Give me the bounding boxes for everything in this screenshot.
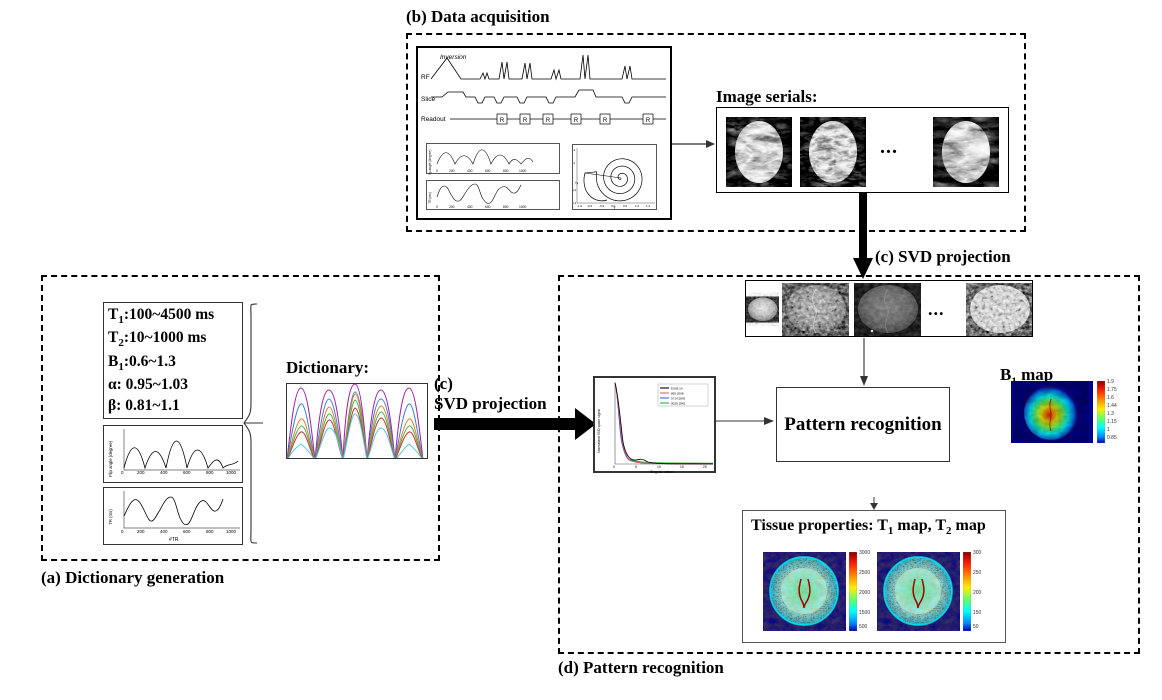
svg-text:600: 600 — [485, 205, 491, 209]
svg-text:0: 0 — [436, 205, 438, 209]
svg-text:0.4: 0.4 — [573, 148, 576, 152]
svg-text:1000: 1000 — [519, 169, 527, 173]
svg-text:-0.4: -0.4 — [573, 201, 577, 205]
svg-text:R: R — [523, 118, 528, 124]
svg-text:200: 200 — [137, 470, 145, 475]
svg-text:-0.2: -0.2 — [573, 188, 577, 192]
svg-text:1.0: 1.0 — [635, 204, 640, 208]
svg-text:0.2: 0.2 — [573, 161, 576, 165]
svg-text:Flip angle (degree): Flip angle (degree) — [108, 440, 113, 477]
svg-text:0.6: 0.6 — [623, 204, 628, 208]
svg-text:TR (ms): TR (ms) — [428, 192, 432, 204]
svg-text:-1.0: -1.0 — [577, 204, 583, 208]
svg-text:0: 0 — [121, 470, 124, 475]
svg-text:850.0268: 850.0268 — [671, 392, 684, 396]
svg-text:R: R — [646, 118, 651, 124]
svg-text:400: 400 — [160, 470, 168, 475]
svg-text:1000: 1000 — [519, 205, 527, 209]
svg-text:10: 10 — [657, 465, 661, 469]
svg-text:800: 800 — [503, 205, 509, 209]
svg-text:Inversion: Inversion — [440, 54, 467, 61]
svg-text:1000: 1000 — [226, 529, 237, 534]
svg-text:Readout: Readout — [421, 116, 446, 123]
svg-text:R: R — [500, 118, 505, 124]
svg-text:25: 25 — [703, 465, 707, 469]
svg-text:600: 600 — [183, 529, 191, 534]
svg-text:200: 200 — [449, 169, 455, 173]
svg-text:0: 0 — [613, 465, 615, 469]
svg-text:Z: Z — [574, 181, 579, 185]
svg-text:15: 15 — [680, 465, 684, 469]
svg-text:Flip angle (degree): Flip angle (degree) — [428, 150, 432, 175]
svg-text:#TR: #TR — [475, 211, 482, 212]
svg-text:RF: RF — [421, 74, 430, 81]
svg-text:0: 0 — [436, 169, 438, 173]
svg-text:5: 5 — [635, 465, 637, 469]
svg-text:0.2: 0.2 — [611, 204, 616, 208]
svg-text:-0.6: -0.6 — [587, 204, 593, 208]
svg-text:R: R — [546, 118, 551, 124]
svg-text:800: 800 — [206, 470, 214, 475]
svg-text:Normalized SVD space signal: Normalized SVD space signal — [597, 409, 601, 453]
svg-text:0714.2842: 0714.2842 — [671, 397, 686, 401]
svg-text:200: 200 — [449, 205, 455, 209]
svg-text:R: R — [574, 118, 579, 124]
svg-text:-0.2: -0.2 — [599, 204, 605, 208]
svg-text:400: 400 — [467, 205, 473, 209]
svg-text:200: 200 — [137, 529, 145, 534]
svg-text:600: 600 — [485, 169, 491, 173]
svg-text:1000: 1000 — [226, 470, 237, 475]
svg-text:400: 400 — [160, 529, 168, 534]
svg-text:1.4: 1.4 — [646, 204, 651, 208]
svg-text:Singular values: Singular values — [650, 470, 674, 474]
svg-text:800: 800 — [503, 169, 509, 173]
svg-text:TR (ms): TR (ms) — [108, 509, 113, 525]
svg-text:EX06.14: EX06.14 — [671, 387, 683, 391]
svg-text:0029.1842: 0029.1842 — [671, 402, 686, 406]
svg-text:0: 0 — [121, 529, 124, 534]
svg-text:R: R — [603, 118, 608, 124]
svg-text:#TR: #TR — [169, 537, 179, 543]
svg-text:600: 600 — [183, 470, 191, 475]
svg-text:400: 400 — [467, 169, 473, 173]
svg-text:800: 800 — [206, 529, 214, 534]
